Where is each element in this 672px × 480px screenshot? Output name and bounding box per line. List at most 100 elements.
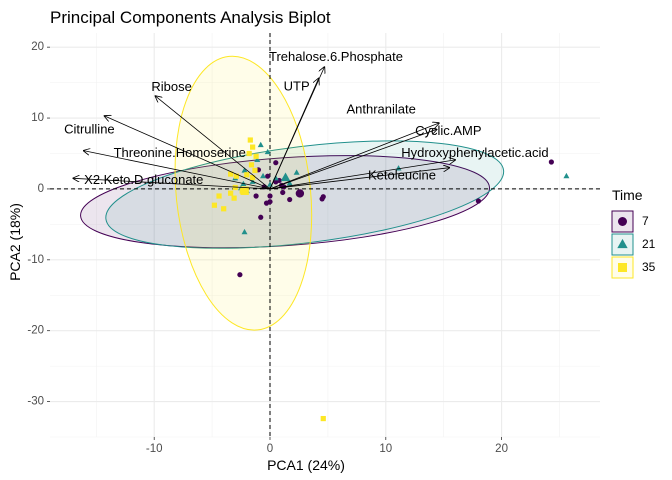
data-point-group-35 [216,193,222,199]
x-axis-title: PCA1 (24%) [267,457,345,473]
legend-item-21: 21 [611,233,656,256]
data-point-group-7 [475,198,482,204]
data-point-group-21 [254,156,261,162]
loading-label: Ribose [151,79,191,94]
data-point-group-7 [253,193,259,199]
legend-title: Time [612,187,643,203]
legend-key-marker [618,263,627,272]
loading-arrow-line [104,116,271,190]
legend-key-marker [617,238,628,249]
loading-label: Hydroxyphenylacetic.acid [401,145,548,160]
data-point-group-21 [563,172,570,179]
loading-label: Cyclic.AMP [415,123,481,138]
data-point-group-35 [252,167,258,174]
loading-arrow: X2.Keto.D.gluconate [73,172,271,190]
data-point-group-7 [258,214,264,220]
loading-arrow-line [84,151,271,190]
loading-arrow-line [269,129,437,190]
data-point-group-35 [244,172,250,178]
legend-item-35: 35 [611,256,656,279]
data-point-group-21 [264,148,271,155]
loading-arrow: Ketoleucine [269,168,449,190]
y-tick-label: 20 [31,41,44,53]
data-point-group-7 [280,189,286,196]
loading-arrow-line [155,96,271,190]
data-point-group-7 [287,196,293,203]
chart-title: Principal Components Analysis Biplot [50,8,331,27]
legend-label: 21 [642,237,656,251]
data-point-group-35 [233,173,240,179]
data-point-group-7 [237,272,243,278]
loading-label: Anthranilate [346,102,415,117]
loading-label: Trehalose.6.Phosphate [269,49,403,64]
ellipse-group-7 [80,155,491,249]
loading-label: UTP [284,78,310,93]
data-point-group-35 [250,144,256,150]
x-tick-label: 20 [495,443,508,455]
loading-arrow: Citrulline [64,116,271,190]
data-point-group-7 [548,159,554,165]
data-point-group-7 [273,160,279,166]
loading-label: X2.Keto.D.gluconate [84,172,203,187]
data-point-group-7 [267,193,273,199]
loading-arrow: Ribose [151,79,271,190]
reference-lines [50,33,600,437]
loading-label: Ketoleucine [368,168,436,183]
x-tick-label: -10 [146,443,163,455]
loading-arrow: Cyclic.AMP [269,123,482,190]
data-point-group-7 [263,200,270,206]
legend-key-marker [618,217,627,226]
data-point-group-35 [211,202,218,208]
data-point-group-35 [231,195,237,201]
data-point-group-35 [232,184,238,191]
y-tick-label: 0 [38,183,44,195]
data-point-group-35 [246,150,252,157]
legend-item-7: 7 [611,210,649,233]
data-points [211,137,570,422]
data-point-group-35 [228,171,234,177]
loading-arrow: Anthranilate [269,102,439,190]
data-point-group-7 [265,173,271,179]
data-point-group-35 [320,415,326,422]
loading-arrow-line [269,123,439,190]
legend: Time 7 21 35 [611,187,656,279]
x-tick-label: 0 [267,443,273,455]
data-point-group-7 [319,196,325,202]
y-tick-label: -20 [27,325,44,337]
legend-label: 7 [642,214,649,228]
data-point-group-35 [253,153,259,159]
x-tick-label: 10 [379,443,392,455]
loading-arrow: UTP [269,78,319,190]
data-point-group-21 [293,169,300,175]
loading-arrow-line [269,78,319,190]
y-tick-label: 10 [31,112,44,124]
centroid-point-group-21 [280,172,291,182]
loading-arrows: Trehalose.6.Phosphate UTP Ribose Citrulline… [64,49,549,190]
data-point-group-35 [221,206,227,212]
data-point-group-21 [241,167,248,173]
loading-arrow-line [269,160,455,190]
loading-arrow: Threonine.Homoserine [84,145,271,190]
loading-arrow-line [73,178,271,190]
axis-ticks: -10 0 10 20 -30 -20 -10 0 10 20 [27,41,508,455]
loading-label: Threonine.Homoserine [114,145,246,160]
y-axis-title: PCA2 (18%) [7,203,23,281]
loading-label: Citrulline [64,122,115,137]
data-point-group-21 [286,180,293,186]
data-point-group-21 [257,141,264,148]
data-point-group-35 [228,190,234,196]
centroid-point-group-7 [295,189,305,198]
data-point-group-21 [260,172,267,179]
data-point-group-35 [248,162,255,168]
data-point-group-35 [250,174,256,181]
loading-arrow: Hydroxyphenylacetic.acid [269,145,549,190]
legend-label: 35 [642,260,656,274]
loading-arrow-line [269,168,449,190]
y-tick-label: -10 [27,254,44,266]
data-point-group-21 [241,228,248,235]
centroid-point-group-35 [240,186,249,195]
y-tick-label: -30 [27,396,44,408]
data-point-group-35 [247,137,253,143]
